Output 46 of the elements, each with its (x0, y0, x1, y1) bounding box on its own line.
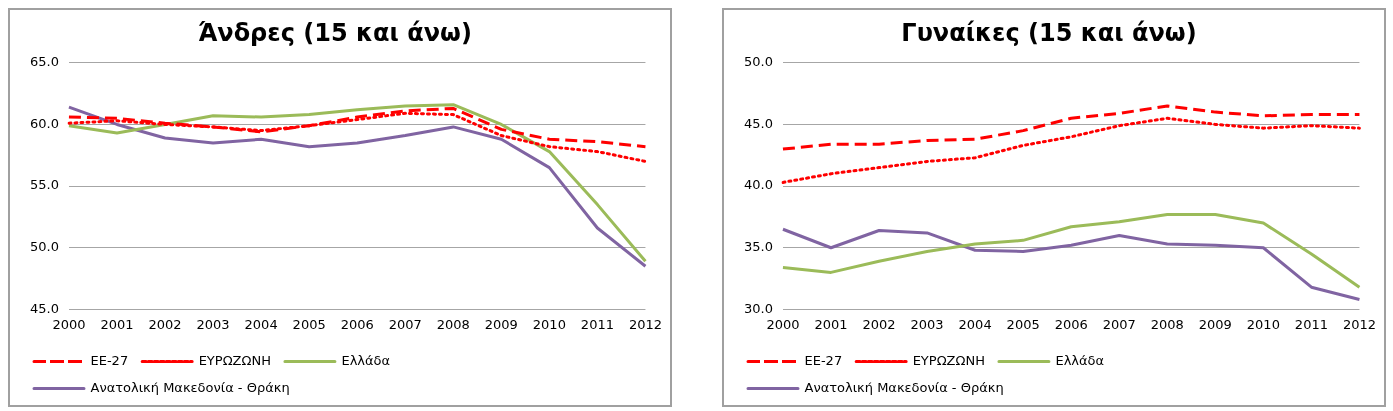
x-tick-label: 2011 (1294, 316, 1328, 332)
chart-title: Γυναίκες (15 και άνω) (901, 18, 1197, 47)
y-tick-label: 50.0 (743, 54, 773, 70)
chart-title: Άνδρες (15 και άνω) (198, 18, 472, 47)
x-tick-label: 2010 (532, 316, 566, 332)
y-tick-label: 30.0 (743, 300, 773, 316)
x-tick-label: 2003 (910, 316, 944, 332)
x-tick-label: 2004 (244, 316, 278, 332)
x-tick-label: 2002 (148, 316, 182, 332)
x-tick-label: 2004 (958, 316, 992, 332)
x-tick-label: 2008 (1150, 316, 1184, 332)
x-tick-label: 2006 (340, 316, 374, 332)
x-tick-label: 2010 (1246, 316, 1280, 332)
y-tick-label: 45.0 (743, 115, 773, 131)
x-tick-label: 2009 (1198, 316, 1232, 332)
legend-label: ΕΕ-27 (804, 352, 843, 368)
x-tick-label: 2002 (862, 316, 896, 332)
x-tick-label: 2008 (436, 316, 470, 332)
x-tick-label: 2006 (1054, 316, 1088, 332)
x-tick-label: 2005 (1006, 316, 1040, 332)
x-tick-label: 2005 (292, 316, 326, 332)
y-tick-label: 35.0 (743, 239, 773, 255)
y-tick-label: 55.0 (29, 177, 59, 193)
legend-label: ΕΕ-27 (90, 352, 129, 368)
legend-label: Ανατολική Μακεδονία - Θράκη (90, 379, 290, 395)
legend-label: Ανατολική Μακεδονία - Θράκη (804, 379, 1004, 395)
y-tick-label: 60.0 (29, 115, 59, 131)
y-tick-label: 45.0 (29, 300, 59, 316)
x-tick-label: 2001 (100, 316, 134, 332)
legend-label: ΕΥΡΩΖΩΝΗ (912, 352, 985, 368)
x-tick-label: 2007 (1102, 316, 1136, 332)
x-tick-label: 2000 (52, 316, 86, 332)
x-tick-label: 2003 (196, 316, 230, 332)
x-tick-label: 2012 (1342, 316, 1376, 332)
y-tick-label: 50.0 (29, 239, 59, 255)
x-tick-label: 2007 (388, 316, 422, 332)
legend-label: ΕΥΡΩΖΩΝΗ (198, 352, 271, 368)
x-tick-label: 2000 (766, 316, 800, 332)
x-tick-label: 2001 (814, 316, 848, 332)
x-tick-label: 2012 (628, 316, 662, 332)
y-tick-label: 65.0 (29, 54, 59, 70)
x-tick-label: 2009 (484, 316, 518, 332)
legend-label: Ελλάδα (341, 352, 391, 368)
x-tick-label: 2011 (580, 316, 614, 332)
y-tick-label: 40.0 (743, 177, 773, 193)
legend-label: Ελλάδα (1055, 352, 1105, 368)
